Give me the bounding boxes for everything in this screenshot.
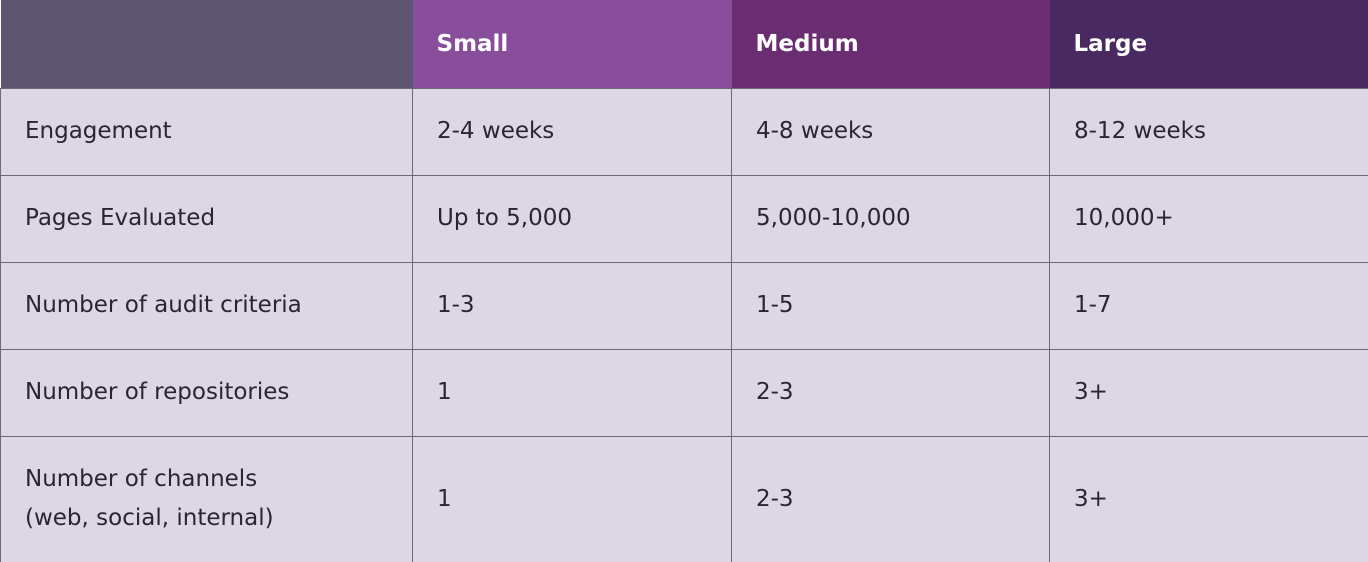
- table-header: Small Medium Large: [0, 0, 1368, 88]
- row-label-line: Pages Evaluated: [25, 205, 216, 231]
- table-row: Engagement 2-4 weeks 4-8 weeks 8-12 weeks: [0, 87, 1368, 176]
- table-cell: 2-4 weeks: [412, 87, 732, 176]
- table-cell: 3+: [1049, 348, 1368, 437]
- table-row: Number of channels (web, social, internal…: [0, 435, 1368, 562]
- table-cell: Up to 5,000: [412, 174, 732, 263]
- table-cell: 2-3: [731, 435, 1050, 562]
- table-row: Pages Evaluated Up to 5,000 5,000-10,000 10…: [0, 174, 1368, 263]
- column-header: Large: [1049, 0, 1368, 88]
- row-label-line: Engagement: [25, 118, 172, 144]
- row-label: Number of channels (web, social, internal…: [0, 435, 413, 562]
- table-cell: 3+: [1049, 435, 1368, 562]
- row-label: Number of repositories: [0, 348, 413, 437]
- row-label: Pages Evaluated: [0, 174, 413, 263]
- row-label: Engagement: [0, 87, 413, 176]
- table-cell: 4-8 weeks: [731, 87, 1050, 176]
- header-corner: [0, 0, 413, 88]
- table-cell: 1: [412, 435, 732, 562]
- table-row: Number of audit criteria 1-3 1-5 1-7: [0, 261, 1368, 350]
- table-cell: 5,000-10,000: [731, 174, 1050, 263]
- table-cell: 8-12 weeks: [1049, 87, 1368, 176]
- column-header: Small: [412, 0, 732, 88]
- row-label-line: (web, social, internal): [25, 505, 274, 531]
- table-cell: 1-5: [731, 261, 1050, 350]
- table-cell: 2-3: [731, 348, 1050, 437]
- header-row: Small Medium Large: [0, 0, 1368, 88]
- row-label: Number of audit criteria: [0, 261, 413, 350]
- table-cell: 1: [412, 348, 732, 437]
- row-label-line: Number of audit criteria: [25, 292, 302, 318]
- column-header: Medium: [731, 0, 1050, 88]
- table-cell: 1-3: [412, 261, 732, 350]
- row-label-line: Number of channels: [25, 466, 258, 492]
- table-row: Number of repositories 1 2-3 3+: [0, 348, 1368, 437]
- table-body: Engagement 2-4 weeks 4-8 weeks 8-12 weeks Pa…: [0, 87, 1368, 562]
- row-label-line: Number of repositories: [25, 379, 290, 405]
- table-cell: 10,000+: [1049, 174, 1368, 263]
- table-cell: 1-7: [1049, 261, 1368, 350]
